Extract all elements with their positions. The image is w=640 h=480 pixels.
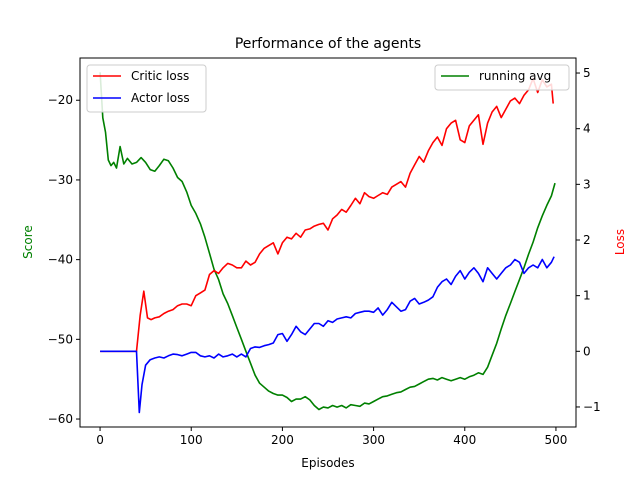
legend-left: Critic loss Actor loss <box>86 64 207 113</box>
y-left-tick-label: −20 <box>48 93 73 107</box>
series-layer <box>99 72 556 414</box>
y-axis-right-label: Loss <box>613 229 627 255</box>
legend-critic-label: Critic loss <box>131 69 189 83</box>
x-tick-label: 500 <box>544 433 567 447</box>
y-left-tick-label: −30 <box>48 173 73 187</box>
y-right-tick-label: 4 <box>583 122 591 136</box>
y-right-tick-label: 2 <box>583 233 591 247</box>
series-line-running-avg <box>99 72 556 411</box>
x-tick-label: 300 <box>362 433 385 447</box>
y-axis-left: −60 −50 −40 −30 −20 <box>48 93 80 426</box>
x-tick-label: 400 <box>453 433 476 447</box>
x-tick-label: 0 <box>96 433 104 447</box>
chart-title: Performance of the agents <box>235 36 421 52</box>
series-line-actor-loss <box>100 256 555 414</box>
plot-frame <box>79 57 577 428</box>
y-right-tick-label: −1 <box>583 400 601 414</box>
y-left-tick-label: −60 <box>48 412 73 426</box>
y-right-tick-label: 1 <box>583 289 591 303</box>
x-axis: 0 100 200 300 400 500 <box>96 427 567 447</box>
legend-right-box <box>434 64 570 91</box>
legend-running-avg-label: running avg <box>479 69 551 83</box>
x-tick-label: 100 <box>180 433 203 447</box>
y-right-tick-label: 5 <box>583 66 591 80</box>
y-left-tick-label: −50 <box>48 332 73 346</box>
y-axis-left-label: Score <box>21 225 35 259</box>
y-right-tick-label: 3 <box>583 177 591 191</box>
legend-right: running avg <box>434 64 570 91</box>
legend-actor-label: Actor loss <box>131 91 190 105</box>
x-axis-label: Episodes <box>301 456 354 470</box>
y-right-tick-label: 0 <box>583 344 591 358</box>
x-tick-label: 200 <box>271 433 294 447</box>
series-line-critic-loss <box>100 77 554 353</box>
y-left-tick-label: −40 <box>48 253 73 267</box>
y-axis-right: −1 0 1 2 3 4 5 <box>576 66 601 414</box>
